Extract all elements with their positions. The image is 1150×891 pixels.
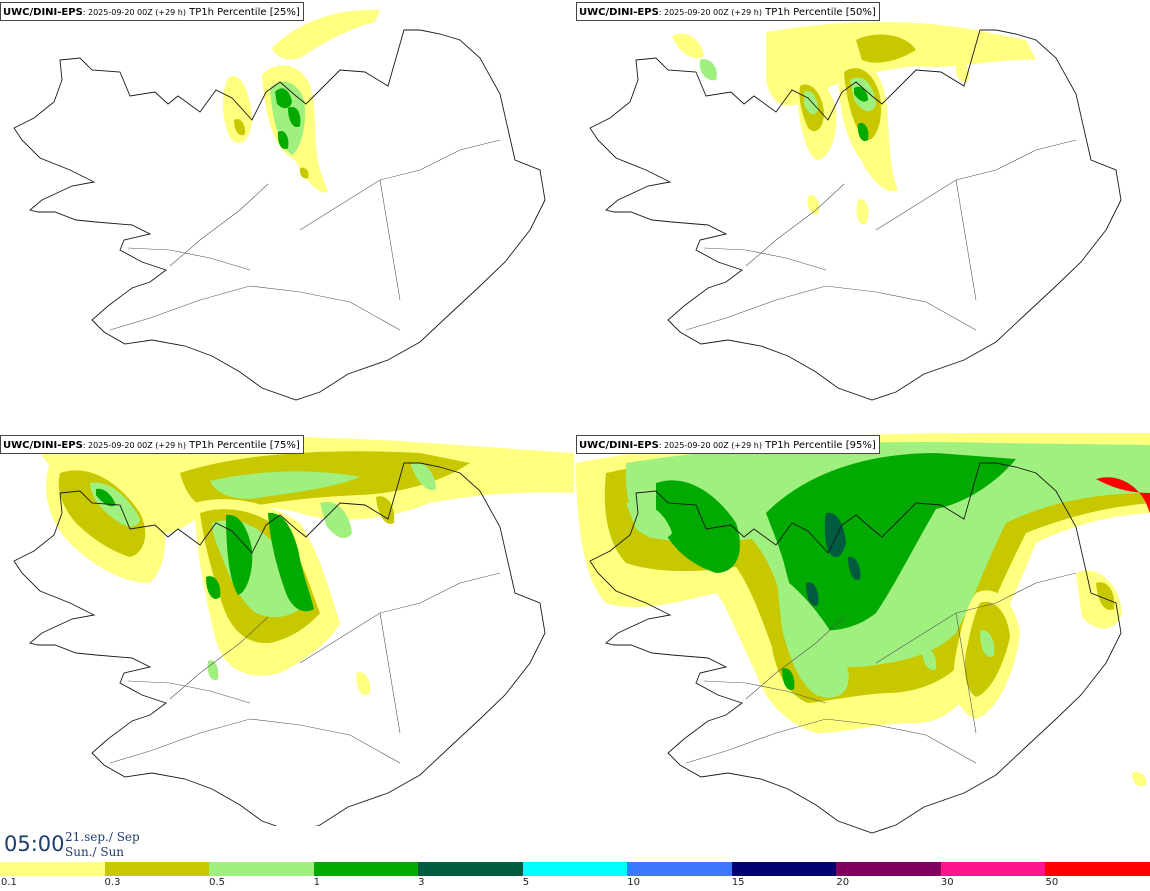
coastline [589, 462, 1122, 834]
panel-title: UWC/DINI-EPS: 2025-09-20 00Z (+29 h) TP1… [576, 2, 880, 21]
init-time: : 2025-09-20 00Z (+29 h) [658, 8, 762, 17]
precipitation-map [13, 9, 546, 401]
panel-title: UWC/DINI-EPS: 2025-09-20 00Z (+29 h) TP1… [0, 435, 304, 454]
parameter-label: TP1h Percentile [75%] [185, 440, 300, 451]
valid-weekday: Sun./ Sun [65, 845, 125, 859]
legend-swatch [209, 862, 314, 876]
model-name: UWC/DINI-EPS [3, 7, 83, 18]
coastline [13, 462, 546, 834]
legend-swatch [104, 862, 210, 876]
parameter-label: TP1h Percentile [25%] [185, 7, 300, 18]
legend-tick-label: 30 [940, 877, 954, 888]
parameter-label: TP1h Percentile [50%] [761, 7, 876, 18]
legend-swatch [418, 862, 523, 876]
init-time: : 2025-09-20 00Z (+29 h) [82, 8, 186, 17]
legend-tick-label: 20 [836, 877, 850, 888]
legend-swatch [313, 862, 419, 876]
parameter-label: TP1h Percentile [95%] [761, 440, 876, 451]
legend-tick-label: 5 [522, 877, 530, 888]
legend-tick-label: 0.3 [104, 877, 121, 888]
legend-tick-label: 50 [1045, 877, 1059, 888]
legend-swatch [940, 862, 1046, 876]
precipitation-map [13, 436, 574, 834]
precip-shading [672, 21, 1036, 225]
model-name: UWC/DINI-EPS [3, 440, 83, 451]
valid-time: 05:00 [4, 832, 65, 856]
color-legend-labels: 0.1 0.3 0.5 1 3 5 10 15 20 30 50 [0, 877, 1150, 891]
map-panel-p25: UWC/DINI-EPS: 2025-09-20 00Z (+29 h) TP1… [0, 0, 574, 430]
precip-shading [40, 436, 574, 696]
map-panel-p75: UWC/DINI-EPS: 2025-09-20 00Z (+29 h) TP1… [0, 433, 574, 863]
legend-tick-label: 1 [313, 877, 320, 888]
coastline [589, 29, 1122, 401]
legend-swatch [0, 862, 105, 876]
model-name: UWC/DINI-EPS [579, 440, 659, 451]
legend-tick-label: 10 [627, 877, 640, 888]
road-network [685, 139, 1077, 331]
map-panel-p50: UWC/DINI-EPS: 2025-09-20 00Z (+29 h) TP1… [576, 0, 1150, 430]
precip-shading [576, 433, 1150, 787]
legend-tick-label: 0.1 [1, 877, 17, 888]
model-name: UWC/DINI-EPS [579, 7, 659, 18]
road-network [109, 139, 501, 331]
color-legend [0, 862, 1150, 876]
legend-tick-label: 3 [418, 877, 425, 888]
legend-swatch [522, 862, 628, 876]
legend-swatch [1045, 862, 1150, 876]
legend-tick-label: 0.5 [209, 877, 225, 888]
panel-title: UWC/DINI-EPS: 2025-09-20 00Z (+29 h) TP1… [0, 2, 304, 21]
precip-shading [222, 9, 380, 193]
legend-swatch [731, 862, 837, 876]
legend-swatch [836, 862, 941, 876]
valid-time-box: 05:00 21.sep./ Sep Sun./ Sun [0, 826, 575, 861]
init-time: : 2025-09-20 00Z (+29 h) [82, 441, 186, 450]
precipitation-map [576, 433, 1150, 834]
legend-swatch [627, 862, 732, 876]
coastline [13, 29, 546, 401]
legend-tick-label: 15 [731, 877, 745, 888]
valid-date: 21.sep./ Sep [65, 830, 140, 844]
precipitation-map [589, 21, 1122, 401]
panel-title: UWC/DINI-EPS: 2025-09-20 00Z (+29 h) TP1… [576, 435, 880, 454]
init-time: : 2025-09-20 00Z (+29 h) [658, 441, 762, 450]
road-network [109, 572, 501, 764]
map-panel-p95: UWC/DINI-EPS: 2025-09-20 00Z (+29 h) TP1… [576, 433, 1150, 863]
road-network [685, 572, 1077, 764]
